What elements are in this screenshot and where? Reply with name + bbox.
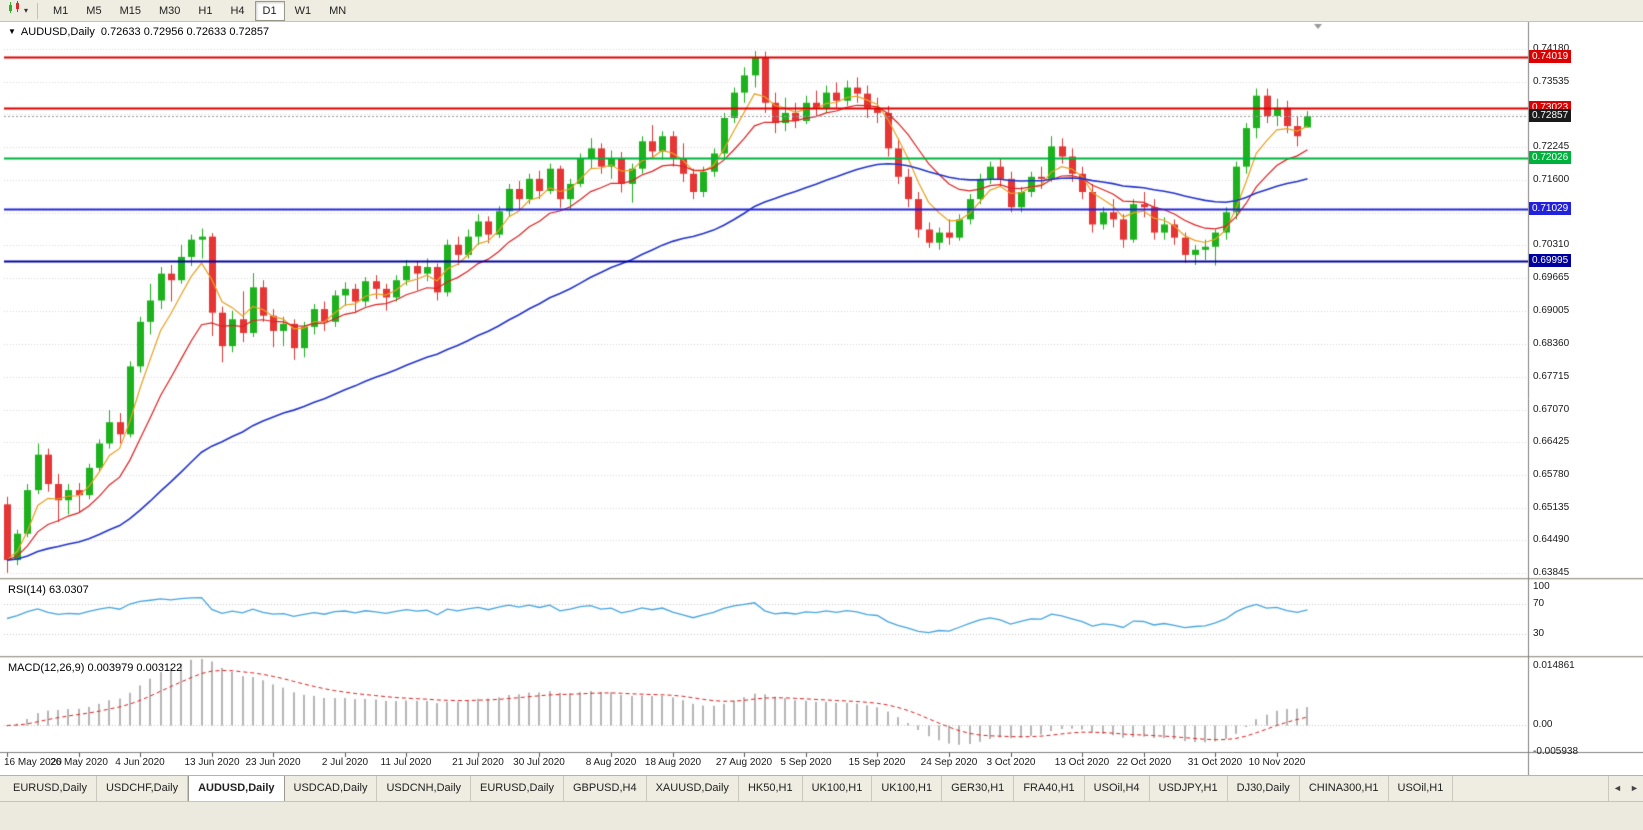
chart-tab-eurusd-daily[interactable]: EURUSD,Daily <box>471 776 564 801</box>
timeframe-button-m5[interactable]: M5 <box>86 4 102 17</box>
timeframe-button-h4[interactable]: H4 <box>230 4 245 17</box>
rsi-indicator-label: RSI(14) 63.0307 <box>8 584 89 596</box>
chevron-down-icon: ▾ <box>24 6 29 15</box>
chart-tab-audusd-daily[interactable]: AUDUSD,Daily <box>188 776 285 801</box>
chart-tab-bar: EURUSD,Daily USDCHF,Daily AUDUSD,Daily USDC… <box>0 775 1643 801</box>
chart-tab-china300-h1[interactable]: CHINA300,H1 <box>1300 776 1389 801</box>
tabs-scroll-left-button[interactable]: ◄ <box>1613 783 1622 793</box>
timeframe-button-m15[interactable]: M15 <box>119 4 141 17</box>
chart-tab-usdjpy-h1[interactable]: USDJPY,H1 <box>1150 776 1228 801</box>
status-strip <box>0 801 1643 830</box>
timeframe-button-w1[interactable]: W1 <box>294 4 312 17</box>
collapse-icon[interactable]: ▼ <box>8 27 16 36</box>
chart-title: ▼ AUDUSD,Daily 0.72633 0.72956 0.72633 0.7… <box>8 26 269 38</box>
chart-symbol-period: AUDUSD,Daily <box>20 26 95 38</box>
chart-tabs: EURUSD,Daily USDCHF,Daily AUDUSD,Daily USDC… <box>0 776 1608 801</box>
toolbar-separator <box>37 2 39 19</box>
chart-tab-dj30-daily[interactable]: DJ30,Daily <box>1228 776 1300 801</box>
chart-tab-uk100-h1[interactable]: UK100,H1 <box>803 776 873 801</box>
chart-type-button[interactable]: ▾ <box>4 1 31 20</box>
chart-tab-gbpusd-h4[interactable]: GBPUSD,H4 <box>564 776 647 801</box>
chart-tab-eurusd-daily[interactable]: EURUSD,Daily <box>4 776 97 801</box>
chart-tab-usdcnh-daily[interactable]: USDCNH,Daily <box>377 776 472 801</box>
top-toolbar: ▾ M1 M5 M15 M30 H1 H4 D1 W1 MN <box>0 0 1643 22</box>
candlestick-chart-icon <box>7 1 23 20</box>
chart-tab-usdcad-daily[interactable]: USDCAD,Daily <box>285 776 378 801</box>
timeframe-button-mn[interactable]: MN <box>329 4 347 17</box>
timeframe-buttons: M1 M5 M15 M30 H1 H4 D1 W1 MN <box>44 0 355 21</box>
tabs-scroll-right-button[interactable]: ► <box>1630 783 1639 793</box>
timeframe-button-d1[interactable]: D1 <box>254 0 285 21</box>
price-chart-canvas[interactable] <box>0 22 1643 775</box>
chart-tab-hk50-h1[interactable]: HK50,H1 <box>739 776 803 801</box>
macd-indicator-label: MACD(12,26,9) 0.003979 0.003122 <box>8 662 183 674</box>
chart-tab-fra40-h1[interactable]: FRA40,H1 <box>1014 776 1085 801</box>
timeframe-button-h1[interactable]: H1 <box>198 4 213 17</box>
chart-tab-usdchf-daily[interactable]: USDCHF,Daily <box>97 776 189 801</box>
tab-scroll-arrows: ◄ ► <box>1608 776 1643 801</box>
chart-tab-uk100-h1[interactable]: UK100,H1 <box>872 776 943 801</box>
chart-ohlc-values: 0.72633 0.72956 0.72633 0.72857 <box>100 26 270 38</box>
chart-tab-usoil-h1[interactable]: USOil,H1 <box>1389 776 1454 801</box>
chart-tab-ger30-h1[interactable]: GER30,H1 <box>942 776 1015 801</box>
chart-tab-xauusd-daily[interactable]: XAUUSD,Daily <box>647 776 739 801</box>
timeframe-button-m1[interactable]: M1 <box>53 4 69 17</box>
chart-tab-usoil-h4[interactable]: USOil,H4 <box>1085 776 1150 801</box>
timeframe-button-m30[interactable]: M30 <box>158 4 181 17</box>
